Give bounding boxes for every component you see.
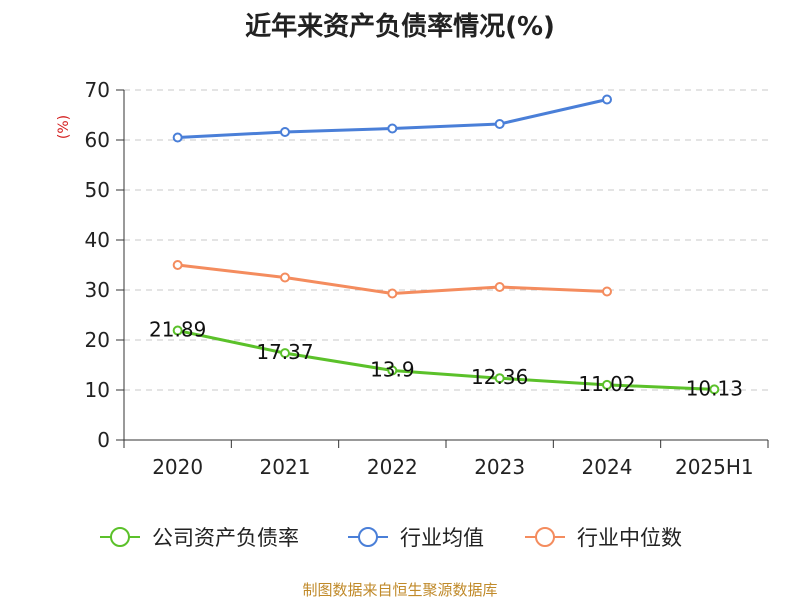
legend-item: 行业均值	[348, 526, 484, 550]
legend-label: 公司资产负债率	[152, 526, 299, 550]
series-公司资产负债率	[172, 325, 720, 395]
data-point	[280, 127, 290, 137]
data-label: 17.37	[256, 340, 313, 364]
data-point	[387, 365, 398, 376]
y-tick-label: 60	[85, 128, 110, 152]
data-point	[387, 123, 398, 134]
y-tick-label: 10	[85, 378, 110, 402]
x-tick-label: 2025H1	[675, 455, 754, 479]
data-point	[280, 348, 290, 359]
x-tick-label: 2020	[152, 455, 203, 479]
data-point	[602, 286, 612, 297]
series-line	[177, 329, 715, 391]
data-label: 10.13	[686, 376, 743, 400]
x-tick-label: 2023	[474, 455, 525, 479]
data-point	[494, 282, 505, 292]
data-label: 21.89	[149, 318, 206, 342]
legend-label: 行业均值	[400, 526, 484, 550]
data-label: 11.02	[578, 372, 635, 396]
y-tick-label: 70	[85, 78, 110, 102]
data-point	[172, 132, 183, 143]
data-point	[280, 272, 290, 283]
legend-marker	[110, 527, 130, 547]
axes: 0 10 20 30 40 50 60 70 2020 2021 2022 2023 2024 2025H…	[85, 78, 769, 479]
legend-label: 行业中位数	[577, 526, 682, 550]
legend-item: 公司资产负债率	[100, 526, 299, 550]
data-label: 13.9	[370, 358, 415, 382]
chart-title: 近年来资产负债率情况(%)	[245, 12, 555, 42]
x-tick-label: 2024	[582, 455, 633, 479]
data-point	[494, 119, 505, 129]
series-行业均值	[172, 94, 612, 143]
data-point	[494, 373, 505, 384]
y-axis-label: (%)	[56, 115, 72, 139]
legend-marker	[535, 527, 555, 547]
data-point	[602, 379, 612, 390]
data-label: 12.36	[471, 365, 528, 389]
data-labels: 21.89 17.37 13.9 12.36 11.02 10.13	[149, 318, 743, 401]
y-tick-label: 50	[85, 178, 110, 202]
legend-item: 行业中位数	[525, 526, 682, 550]
series-行业中位数	[172, 260, 612, 299]
data-point	[172, 325, 183, 336]
data-point	[602, 94, 612, 105]
legend-marker	[358, 527, 378, 547]
data-point	[387, 288, 398, 299]
y-tick-label: 30	[85, 278, 110, 302]
series-lines	[172, 94, 720, 395]
x-tick-label: 2021	[260, 455, 311, 479]
data-point	[709, 384, 720, 395]
legend: 公司资产负债率 行业均值 行业中位数	[100, 526, 682, 550]
y-tick-label: 40	[85, 228, 110, 252]
x-tick-label: 2022	[367, 455, 418, 479]
data-point	[172, 260, 183, 270]
y-tick-label: 0	[97, 428, 110, 452]
source-note: 制图数据来自恒生聚源数据库	[302, 581, 498, 599]
y-tick-label: 20	[85, 328, 110, 352]
